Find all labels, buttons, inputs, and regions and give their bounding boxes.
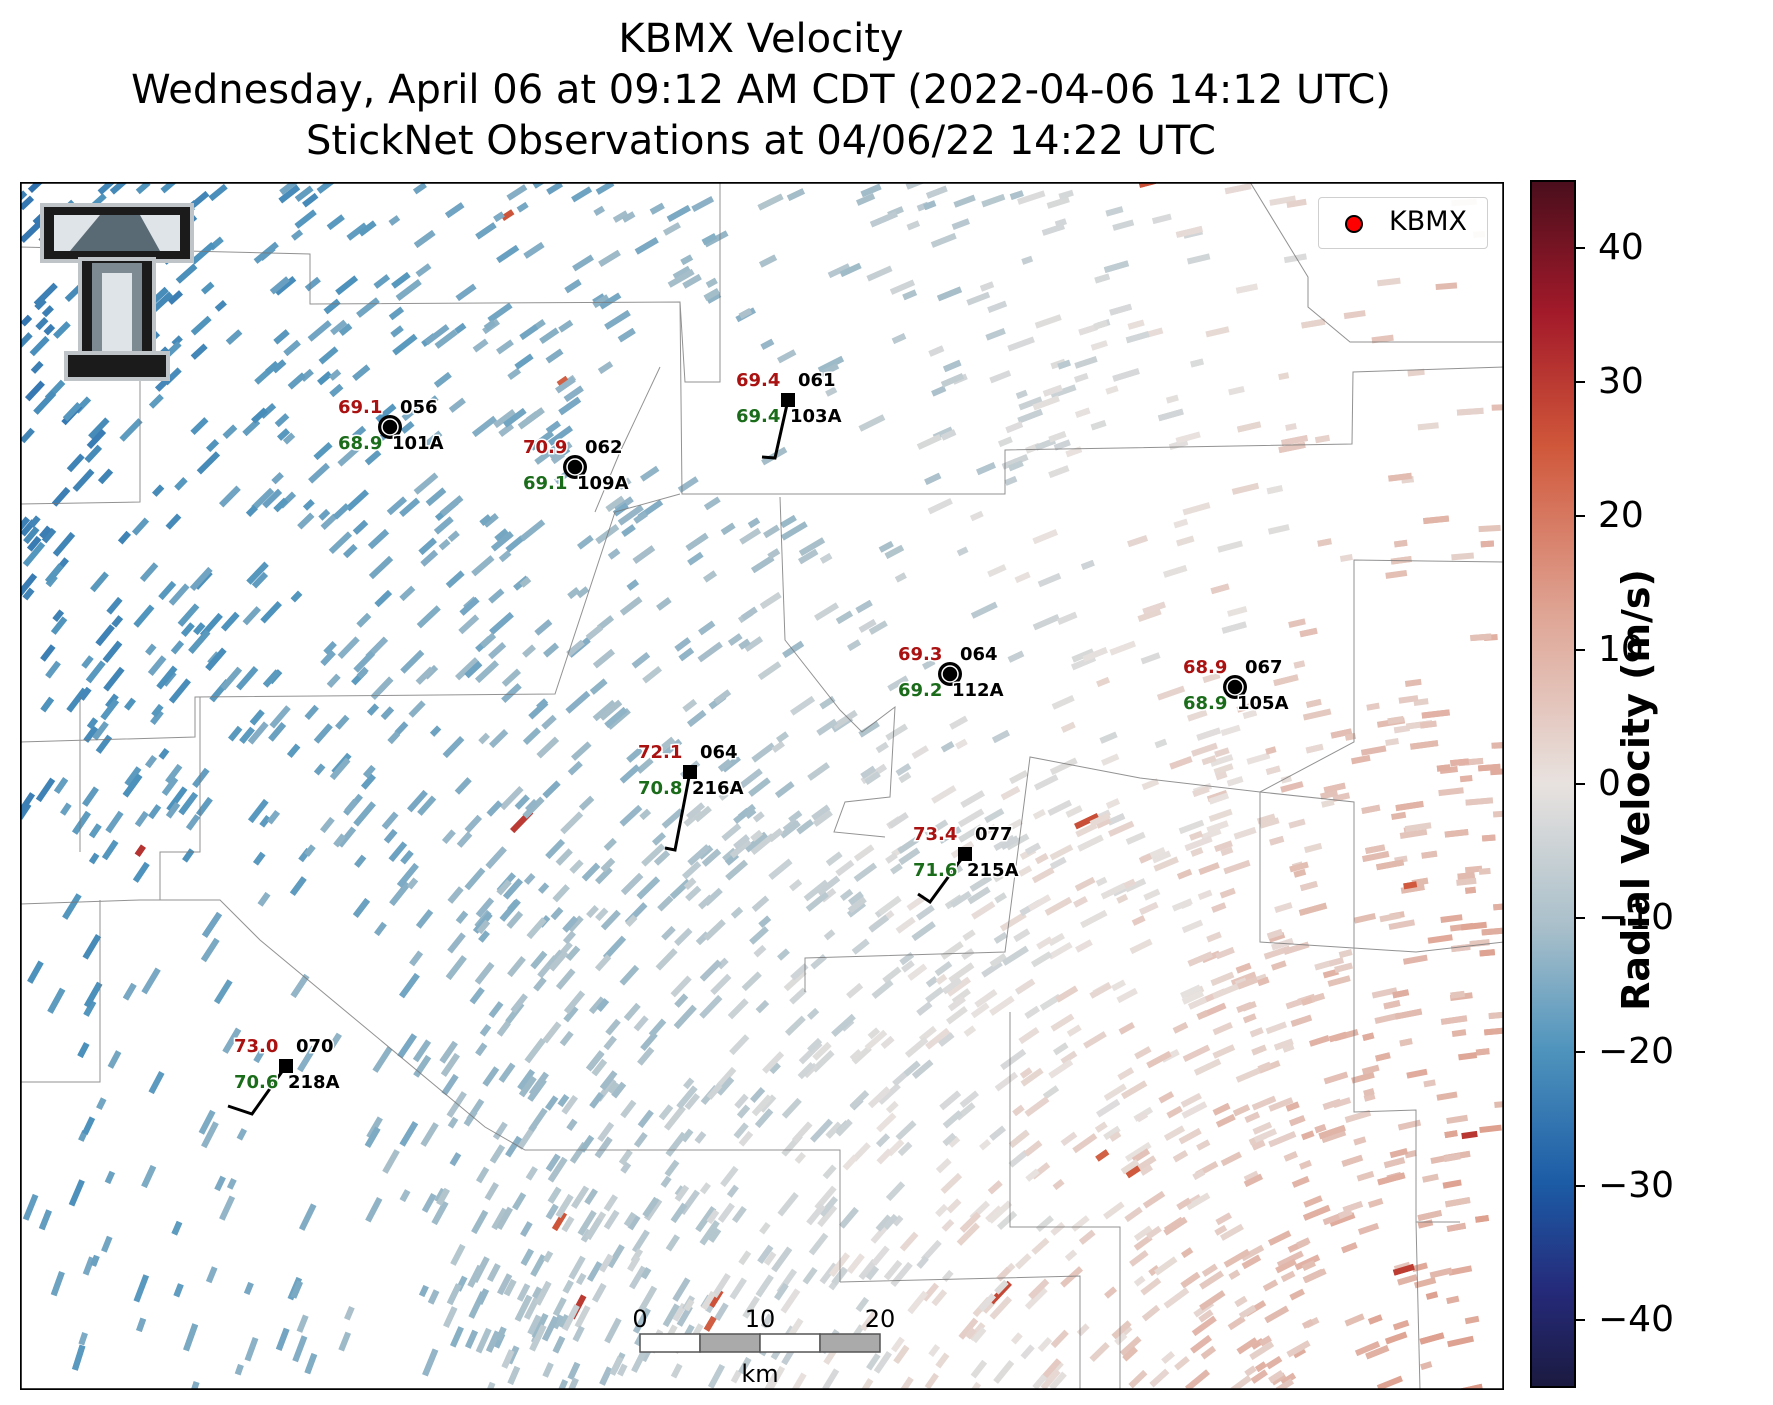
county-boundaries: [20, 182, 1504, 1390]
scale-unit: km: [741, 1360, 778, 1388]
station-216A: 72.1 064 70.8 216A: [637, 741, 745, 852]
station-id: 056: [400, 397, 438, 418]
station-dewpoint: 70.8: [638, 778, 682, 799]
map-subtitle-time: Wednesday, April 06 at 09:12 AM CDT (202…: [131, 67, 1391, 113]
scale-label-0: 0: [632, 1305, 647, 1333]
station-id: 064: [960, 644, 998, 665]
station-number: 109A: [577, 473, 629, 494]
station-number: 218A: [288, 1072, 340, 1093]
colorbar-tick-label: 40: [1598, 227, 1644, 268]
colorbar-tick-label: −40: [1598, 1299, 1674, 1340]
station-103A: 69.4 061 69.4 103A: [735, 369, 843, 460]
map-subtitle-obs: StickNet Observations at 04/06/22 14:22 …: [306, 118, 1216, 164]
station-112A: 69.3 064 69.2 112A: [897, 643, 1006, 703]
station-number: 103A: [790, 406, 842, 427]
wind-barb: [227, 1065, 288, 1116]
wind-barb: [917, 853, 967, 905]
station-id: 070: [296, 1036, 334, 1057]
station-temperature: 73.0: [234, 1036, 278, 1057]
station-square-marker: [279, 1059, 293, 1073]
colorbar-tick-label: 30: [1598, 361, 1644, 402]
station-calm-ring: [381, 418, 399, 436]
station-temperature: 72.1: [638, 742, 682, 763]
station-temperature: 69.4: [736, 370, 780, 391]
station-dewpoint: 69.1: [523, 473, 567, 494]
scale-bar: 0 10 20 km: [632, 1305, 895, 1388]
scale-label-20: 20: [865, 1305, 896, 1333]
station-id: 077: [975, 824, 1013, 845]
station-temperature: 70.9: [523, 437, 567, 458]
colorbar-label: Radial Velocity (m/s): [1614, 569, 1658, 1011]
radar-map: 0 10 20 km 69.1 056 68.9 101A 70.9 062 69.1 109…: [20, 182, 1504, 1390]
radar-echoes: [20, 182, 1504, 1390]
station-dewpoint: 69.4: [736, 406, 780, 427]
station-temperature: 69.3: [898, 644, 942, 665]
station-id: 061: [798, 370, 836, 391]
station-105A: 68.9 067 68.9 105A: [1182, 656, 1291, 716]
wind-barb: [664, 771, 692, 852]
station-number: 105A: [1237, 693, 1289, 714]
colorbar-tick-label: −10: [1598, 897, 1674, 938]
colorbar-gradient: [1530, 180, 1576, 1388]
station-101A: 69.1 056 68.9 101A: [337, 396, 446, 456]
station-109A: 70.9 062 69.1 109A: [522, 436, 631, 496]
station-number: 215A: [967, 860, 1019, 881]
station-number: 216A: [692, 778, 744, 799]
wind-barb: [761, 399, 790, 460]
legend-marker-icon: [1345, 215, 1363, 233]
station-square-marker: [781, 393, 795, 407]
legend: KBMX: [1318, 197, 1488, 249]
station-215A: 73.4 077 71.6 215A: [912, 823, 1020, 905]
colorbar-tick-label: 20: [1598, 495, 1644, 536]
map-title: KBMX Velocity: [618, 16, 904, 62]
station-number: 101A: [392, 433, 444, 454]
station-dewpoint: 70.6: [234, 1072, 278, 1093]
station-dewpoint: 71.6: [913, 860, 957, 881]
station-calm-ring: [1226, 678, 1244, 696]
colorbar-tick-label: 10: [1598, 629, 1644, 670]
station-dewpoint: 69.2: [898, 680, 942, 701]
station-id: 064: [700, 742, 738, 763]
station-218A: 73.0 070 70.6 218A: [227, 1035, 341, 1116]
scale-label-10: 10: [745, 1305, 776, 1333]
station-temperature: 73.4: [913, 824, 957, 845]
colorbar-tick-label: −30: [1598, 1165, 1674, 1206]
station-temperature: 68.9: [1183, 657, 1227, 678]
station-id: 062: [585, 437, 623, 458]
station-dewpoint: 68.9: [338, 433, 382, 454]
station-calm-ring: [566, 458, 584, 476]
colorbar-tick-label: −20: [1598, 1031, 1674, 1072]
map-frame: [20, 182, 1504, 1390]
station-temperature: 69.1: [338, 397, 382, 418]
texas-tech-logo: [40, 203, 194, 381]
station-calm-ring: [941, 665, 959, 683]
legend-label: KBMX: [1389, 206, 1468, 237]
colorbar: [1530, 180, 1585, 1388]
station-number: 112A: [952, 680, 1004, 701]
station-square-marker: [958, 847, 972, 861]
station-square-marker: [683, 765, 697, 779]
colorbar-tick-label: 0: [1598, 763, 1621, 804]
station-id: 067: [1245, 657, 1283, 678]
station-dewpoint: 68.9: [1183, 693, 1227, 714]
